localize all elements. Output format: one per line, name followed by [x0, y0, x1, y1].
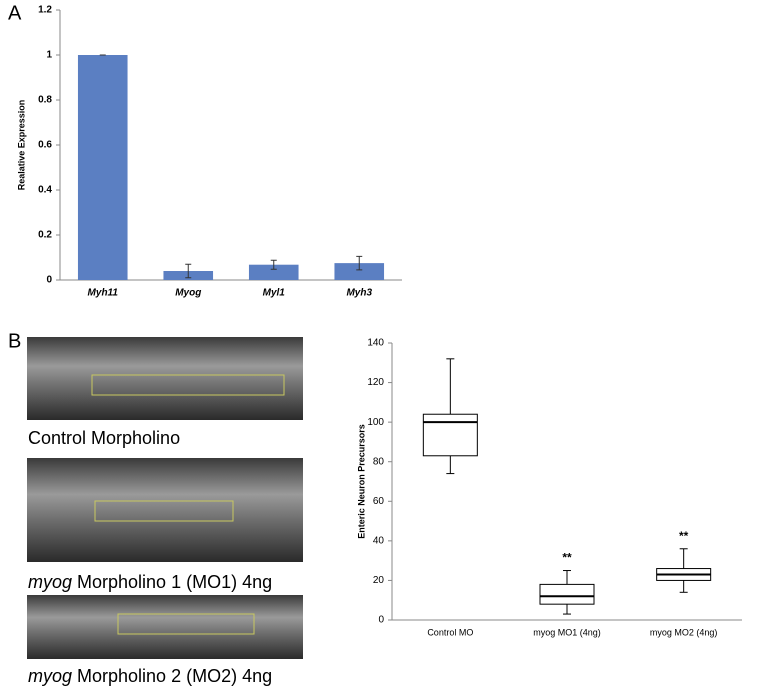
x-tick-label: Myh11: [88, 288, 119, 299]
y-tick-label: 0: [378, 615, 384, 626]
y-tick-label: 40: [373, 535, 385, 546]
bar: [334, 263, 385, 280]
micrograph: [27, 595, 303, 659]
x-tick-label: Myh3: [346, 288, 372, 299]
y-tick-label: 1.2: [38, 5, 52, 16]
y-tick-label: 0.4: [38, 185, 52, 196]
x-tick-label: myog MO2 (4ng): [650, 627, 718, 637]
y-tick-label: 60: [373, 496, 385, 507]
y-tick-label: 80: [373, 456, 385, 467]
panel-label: A: [8, 2, 22, 24]
y-tick-label: 0.6: [38, 140, 52, 151]
y-axis-label: Enteric Neuron Precursors: [356, 424, 366, 539]
box: [422, 413, 478, 457]
error-bar: [270, 259, 277, 270]
y-tick-label: 20: [373, 575, 385, 586]
micrograph: [27, 458, 303, 562]
y-tick-label: 0.2: [38, 230, 52, 241]
significance-label: **: [562, 551, 572, 565]
caption-text: Morpholino 2 (MO2) 4ng: [72, 666, 272, 686]
error-bar: [185, 263, 192, 279]
image-caption: myog Morpholino 1 (MO1) 4ng: [28, 572, 272, 592]
caption-emphasis: myog: [28, 572, 72, 592]
caption-emphasis: myog: [28, 666, 72, 686]
x-tick-label: Myog: [175, 288, 201, 299]
bar: [248, 264, 299, 280]
caption-text: Morpholino 1 (MO1) 4ng: [72, 572, 272, 592]
x-tick-label: myog MO1 (4ng): [533, 627, 601, 637]
bar: [77, 55, 128, 280]
y-tick-label: 120: [367, 377, 384, 388]
significance-label: **: [679, 529, 689, 543]
x-tick-label: Control MO: [427, 627, 473, 637]
y-tick-label: 0: [46, 275, 52, 286]
y-tick-label: 140: [367, 338, 384, 349]
micrograph: [27, 337, 303, 420]
y-tick-label: 100: [367, 417, 384, 428]
box: [539, 583, 595, 605]
y-tick-label: 0.8: [38, 95, 52, 106]
y-tick-label: 1: [46, 50, 52, 61]
y-axis-label: Realative Expression: [16, 100, 26, 191]
error-bar: [356, 255, 363, 271]
x-tick-label: Myl1: [263, 288, 286, 299]
panel-label: B: [8, 330, 21, 352]
image-caption: Control Morpholino: [28, 428, 180, 448]
image-caption: myog Morpholino 2 (MO2) 4ng: [28, 666, 272, 686]
